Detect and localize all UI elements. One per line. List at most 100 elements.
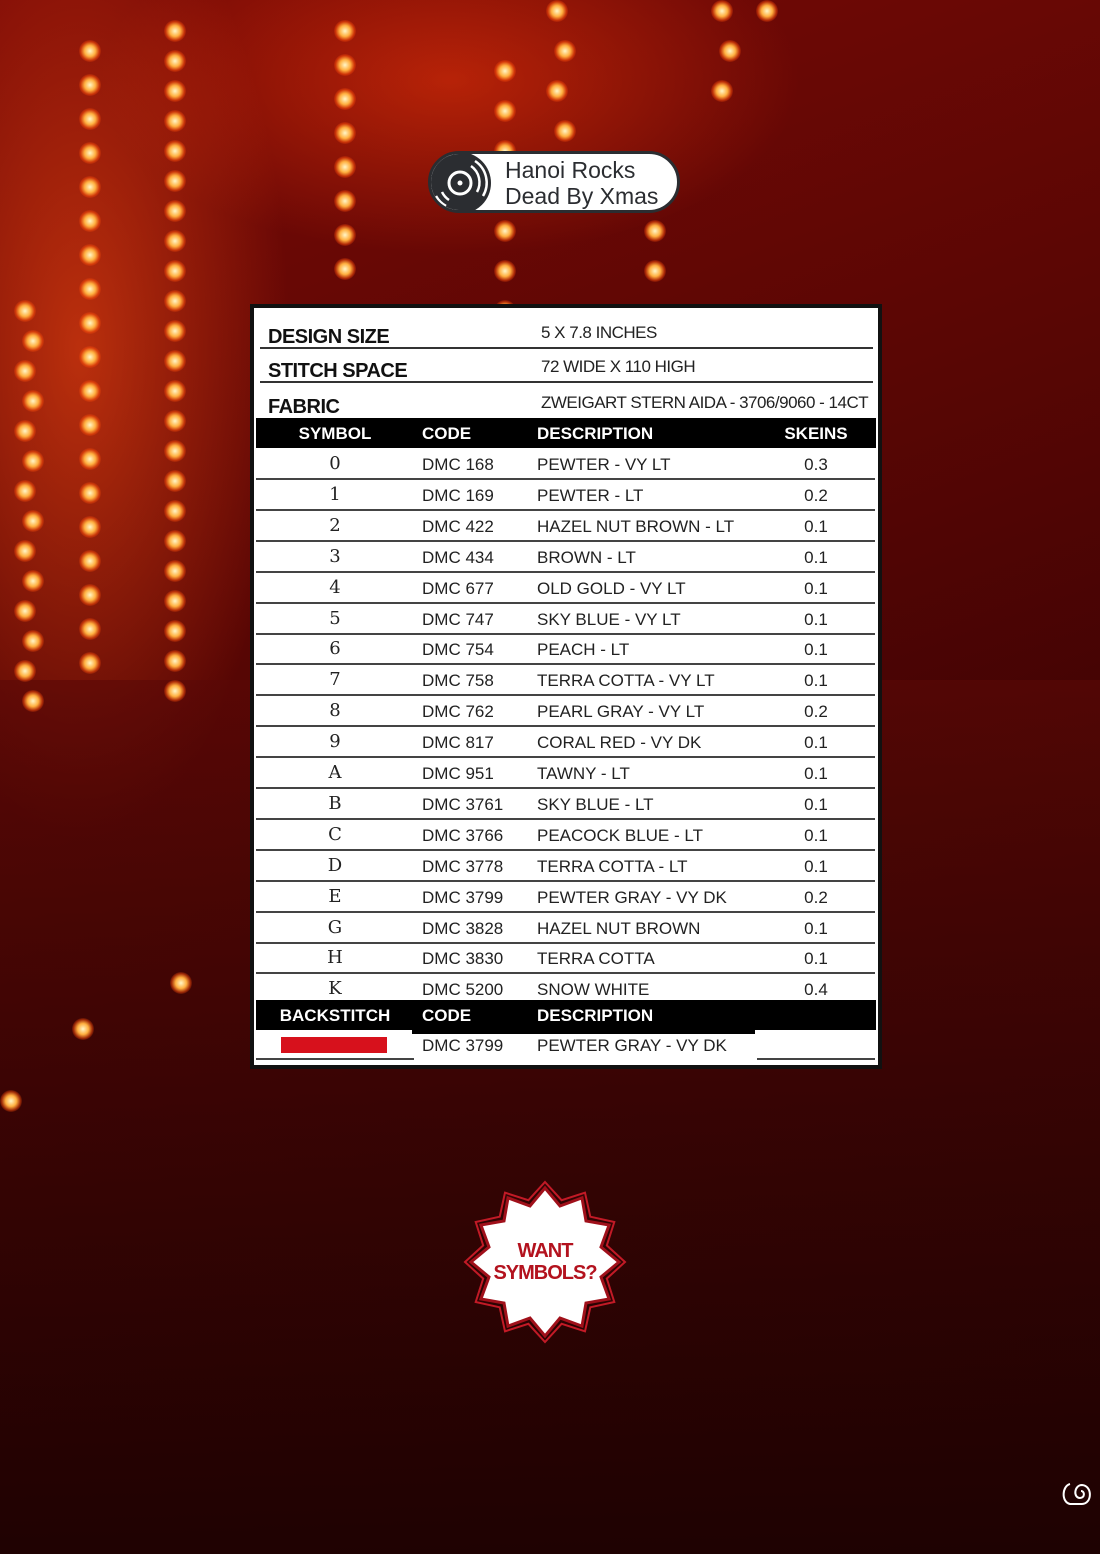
light-bulb bbox=[14, 540, 36, 562]
table-row: 7 DMC 758 TERRA COTTA - VY LT 0.1 bbox=[256, 665, 875, 697]
cell-skeins: 0.1 bbox=[804, 640, 828, 660]
cell-symbol: 7 bbox=[329, 669, 341, 691]
light-bulb bbox=[334, 122, 356, 144]
cell-code: DMC 3761 bbox=[422, 794, 504, 814]
table-row: 5 DMC 747 SKY BLUE - VY LT 0.1 bbox=[256, 604, 875, 635]
light-bulb bbox=[0, 1090, 22, 1112]
light-bulb bbox=[164, 440, 186, 462]
light-bulb bbox=[164, 590, 186, 612]
cell-description: TERRA COTTA bbox=[537, 949, 655, 969]
floss-table-header: SYMBOL CODE DESCRIPTION SKEINS bbox=[256, 418, 876, 448]
light-bulb bbox=[334, 20, 356, 42]
cell-code: DMC 754 bbox=[422, 640, 494, 660]
cell-code: DMC 434 bbox=[422, 547, 494, 567]
badge-line-2: SYMBOLS? bbox=[493, 1262, 597, 1284]
table-row: 8 DMC 762 PEARL GRAY - VY LT 0.2 bbox=[256, 696, 875, 728]
light-bulb bbox=[164, 470, 186, 492]
cell-symbol: 1 bbox=[329, 483, 341, 505]
light-bulb bbox=[22, 510, 44, 532]
want-symbols-badge[interactable] bbox=[463, 1180, 627, 1344]
cell-description: TERRA COTTA - LT bbox=[537, 856, 688, 876]
cell-code: DMC 758 bbox=[422, 671, 494, 691]
light-bulb bbox=[164, 20, 186, 42]
light-bulb bbox=[334, 224, 356, 246]
cell-description: PEARL GRAY - VY LT bbox=[537, 702, 705, 722]
light-bulb bbox=[164, 50, 186, 72]
table-row: 6 DMC 754 PEACH - LT 0.1 bbox=[256, 634, 875, 666]
light-bulb bbox=[719, 40, 741, 62]
light-bulb bbox=[14, 600, 36, 622]
light-bulb bbox=[164, 560, 186, 582]
table-row: B DMC 3761 SKY BLUE - LT 0.1 bbox=[256, 789, 875, 820]
light-bulb bbox=[79, 414, 101, 436]
light-bulb bbox=[164, 500, 186, 522]
light-bulb bbox=[14, 480, 36, 502]
table-row: G DMC 3828 HAZEL NUT BROWN 0.1 bbox=[256, 913, 875, 944]
spiral-logo-icon bbox=[1062, 1483, 1091, 1505]
light-bulb bbox=[164, 200, 186, 222]
light-bulb bbox=[494, 260, 516, 282]
light-bulb bbox=[79, 618, 101, 640]
cell-code: DMC 762 bbox=[422, 702, 494, 722]
info-design-size: DESIGN SIZE 5 X 7.8 INCHES bbox=[260, 316, 873, 349]
cell-description: PEWTER GRAY - VY DK bbox=[537, 887, 727, 907]
table-row: 4 DMC 677 OLD GOLD - VY LT 0.1 bbox=[256, 573, 875, 604]
cell-symbol: 5 bbox=[329, 607, 341, 629]
info-stitch-space: STITCH SPACE 72 WIDE X 110 HIGH bbox=[260, 350, 873, 383]
light-bulb bbox=[14, 660, 36, 682]
want-symbols-text[interactable]: WANT SYMBOLS? bbox=[463, 1240, 627, 1284]
light-bulb bbox=[79, 74, 101, 96]
backstitch-code: DMC 3799 bbox=[422, 1036, 504, 1055]
light-bulb bbox=[334, 54, 356, 76]
light-bulb bbox=[164, 410, 186, 432]
light-bulb bbox=[334, 156, 356, 178]
light-bulb bbox=[164, 320, 186, 342]
cell-skeins: 0.1 bbox=[804, 733, 828, 753]
cell-symbol: 6 bbox=[329, 638, 341, 660]
light-bulb bbox=[79, 346, 101, 368]
info-value: 72 WIDE X 110 HIGH bbox=[541, 357, 696, 376]
table-row: 0 DMC 168 PEWTER - VY LT 0.3 bbox=[256, 449, 875, 480]
badge-line-1: WANT bbox=[517, 1240, 574, 1262]
light-bulb bbox=[164, 290, 186, 312]
light-bulb bbox=[79, 108, 101, 130]
info-label: STITCH SPACE bbox=[268, 360, 408, 382]
light-bulb bbox=[79, 448, 101, 470]
backstitch-row: DMC 3799 PEWTER GRAY - VY DK bbox=[256, 1030, 875, 1061]
table-row: E DMC 3799 PEWTER GRAY - VY DK 0.2 bbox=[256, 882, 875, 913]
cell-symbol: 3 bbox=[329, 545, 341, 567]
light-bulb bbox=[164, 650, 186, 672]
light-bulb bbox=[164, 350, 186, 372]
light-bulb bbox=[79, 550, 101, 572]
cell-skeins: 0.1 bbox=[804, 794, 828, 814]
song-title: Dead By Xmas bbox=[505, 183, 659, 209]
header-code: CODE bbox=[422, 1006, 472, 1025]
light-bulb bbox=[22, 330, 44, 352]
light-bulb bbox=[79, 482, 101, 504]
cell-skeins: 0.2 bbox=[804, 887, 828, 907]
light-bulb bbox=[164, 680, 186, 702]
cell-code: DMC 422 bbox=[422, 516, 494, 536]
song-pill: Hanoi Rocks Dead By Xmas bbox=[428, 151, 680, 213]
light-bulb bbox=[164, 620, 186, 642]
cell-description: OLD GOLD - VY LT bbox=[537, 578, 686, 598]
cell-symbol: G bbox=[327, 916, 343, 938]
info-fabric: FABRIC ZWEIGART STERN AIDA - 3706/9060 -… bbox=[260, 384, 873, 418]
light-bulb bbox=[334, 190, 356, 212]
cell-symbol: 2 bbox=[329, 514, 341, 536]
cell-description: SKY BLUE - VY LT bbox=[537, 609, 681, 629]
light-bulb bbox=[22, 690, 44, 712]
table-row: 9 DMC 817 CORAL RED - VY DK 0.1 bbox=[256, 727, 875, 759]
cell-skeins: 0.2 bbox=[804, 485, 828, 505]
cell-skeins: 0.1 bbox=[804, 918, 828, 938]
cell-symbol: B bbox=[328, 792, 342, 814]
cell-code: DMC 3778 bbox=[422, 856, 504, 876]
cell-code: DMC 747 bbox=[422, 609, 494, 629]
light-bulb bbox=[711, 0, 733, 22]
table-row: K DMC 5200 SNOW WHITE 0.4 bbox=[256, 974, 875, 1005]
cell-description: SKY BLUE - LT bbox=[537, 794, 654, 814]
backstitch-description: PEWTER GRAY - VY DK bbox=[537, 1036, 727, 1055]
light-bulb bbox=[334, 258, 356, 280]
cell-description: PEACOCK BLUE - LT bbox=[537, 825, 703, 845]
cell-skeins: 0.4 bbox=[804, 980, 828, 1000]
